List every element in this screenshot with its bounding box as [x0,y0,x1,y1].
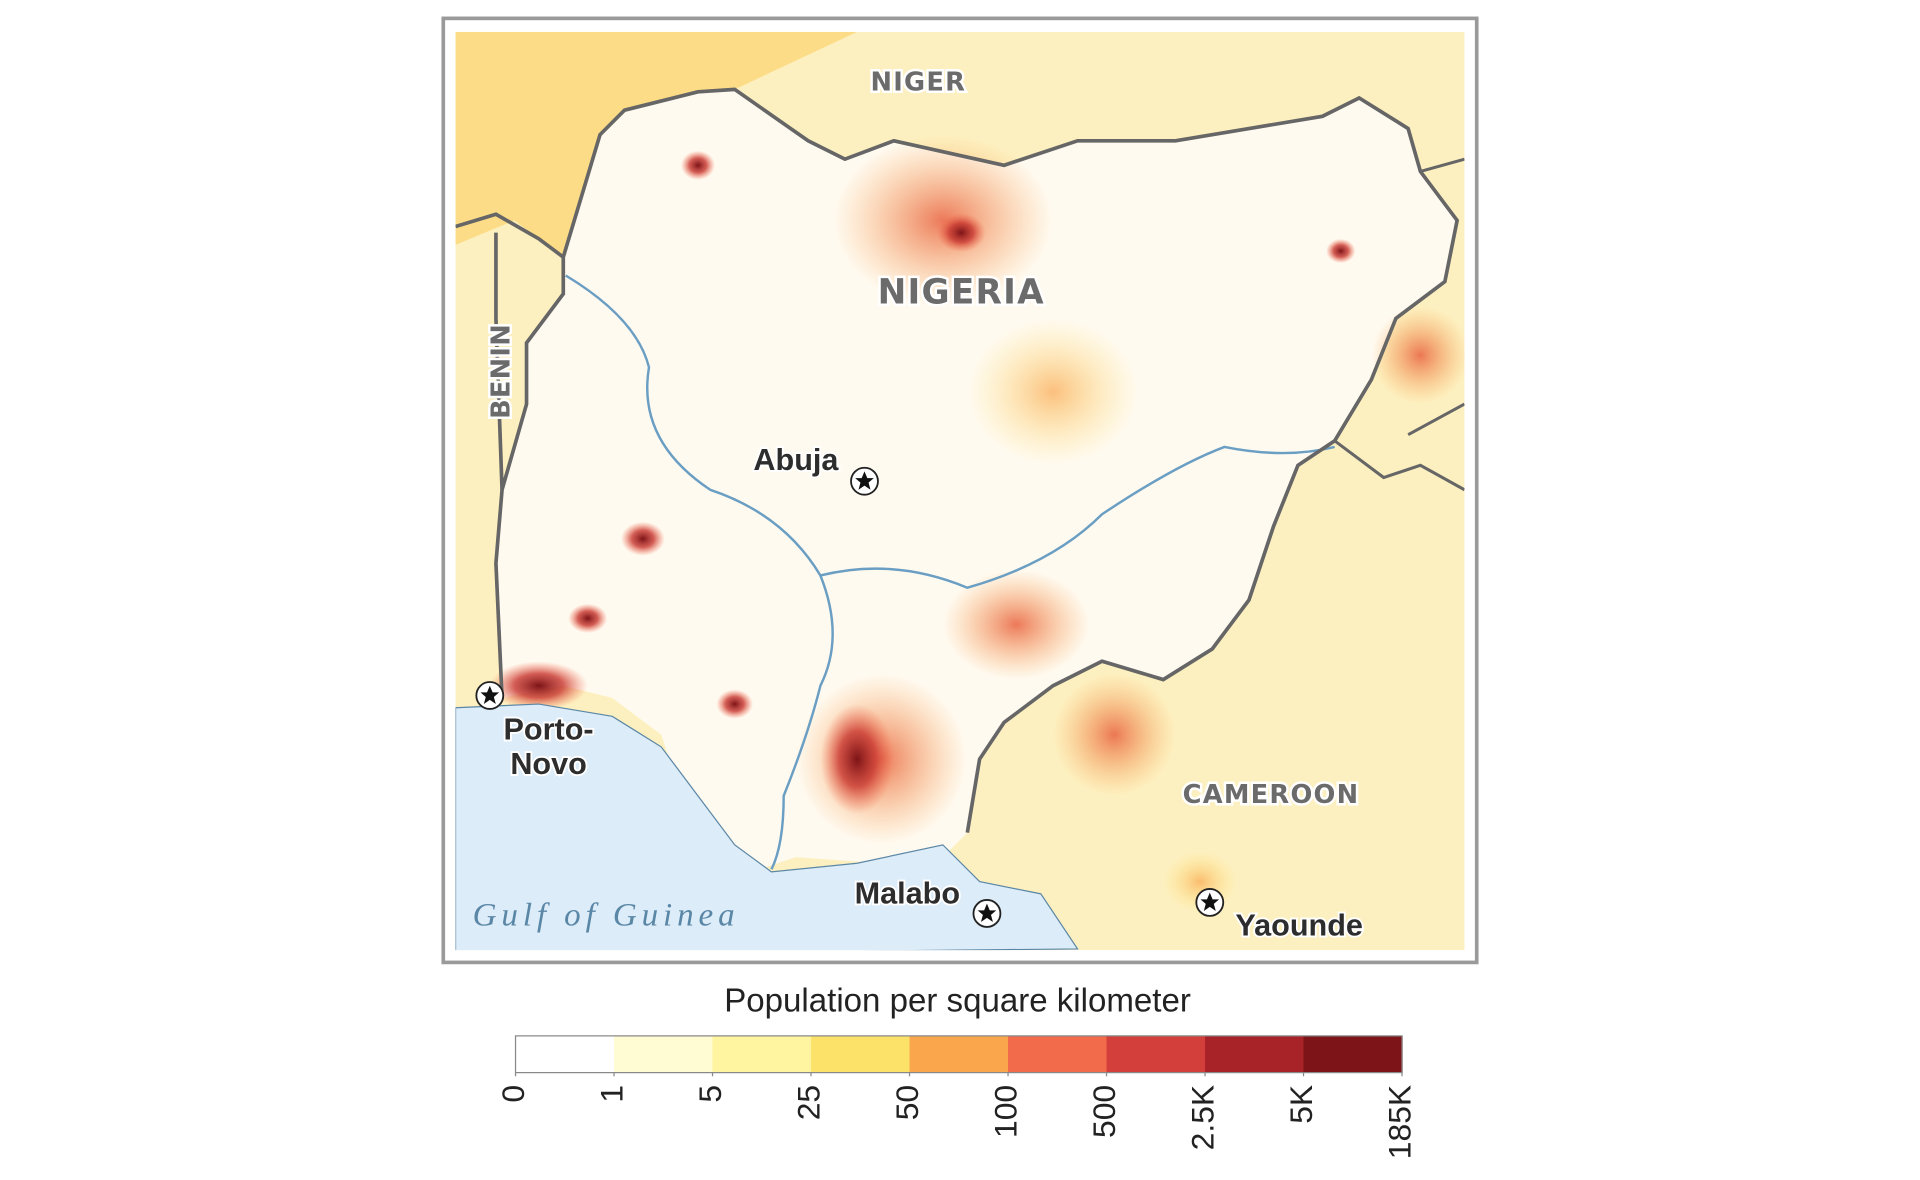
legend-swatch [811,1035,911,1073]
legend-swatch [614,1035,714,1073]
capital-star [1195,888,1225,917]
map-labels: NIGER NIGERIA BENIN CAMEROON Gulf of Gui… [473,65,1365,944]
density-mandara [1371,306,1465,405]
capital-star [850,466,879,496]
legend-tick-label: 0 [495,1085,531,1103]
city-label: Malabo [855,877,960,911]
city-kano [936,213,986,253]
region-label: BENIN [486,323,516,419]
benin-border [455,212,565,490]
legend-swatch [909,1035,1009,1073]
niger-density [455,31,858,258]
legend-tick-label: 100 [987,1085,1023,1138]
legend-tick-label: 500 [1086,1085,1122,1138]
density-benue [942,569,1090,680]
legend-swatch [1008,1035,1108,1073]
region-label: NIGERIA [878,273,1045,313]
niger-river [565,274,834,870]
city-sokoto [680,150,716,180]
legend-title: Population per square kilometer [724,982,1191,1019]
nigeria-land [495,89,1458,870]
city-onitsha [820,704,894,815]
legend-tick-label: 185K [1381,1085,1417,1159]
legend: 0 1 5 25 50 100 500 2.5K 5K 185K [495,1035,1417,1159]
capital-star [972,899,1002,928]
legend-border [514,1035,1403,1074]
map-body [455,31,1465,951]
city-maiduguri [1326,238,1356,264]
benue-river [820,445,1335,590]
density-plateau [967,318,1139,466]
city-ibadan [620,521,665,556]
legend-swatch [1205,1035,1305,1073]
legend-tick-label: 5 [692,1085,728,1103]
cameroon-border [1333,157,1465,492]
capital-star [475,681,505,710]
legend-swatch [712,1035,812,1073]
city-benin [716,689,754,719]
city-label: Abuja [753,443,839,477]
sea [455,703,1079,951]
region-label: CAMEROON [1183,780,1360,810]
city-lagos [489,661,588,711]
city-label: Novo [510,747,587,781]
city-abeokuta [568,603,608,634]
capital-markers [475,466,1225,928]
region-label: NIGER [871,68,967,98]
legend-tick-label: 1 [593,1085,629,1103]
city-label: Yaounde [1235,908,1363,942]
legend-swatch [1303,1035,1403,1073]
water-label: Gulf of Guinea [473,898,740,934]
legend-tick-label: 2.5K [1184,1085,1220,1150]
legend-tick-label: 50 [889,1085,925,1120]
legend-tick-label: 5K [1283,1085,1319,1124]
legend-tick-label: 25 [790,1085,826,1120]
city-label: Porto- [504,713,594,747]
legend-swatch [515,1035,615,1073]
legend-swatch [1106,1035,1206,1073]
density-bamenda [1053,673,1176,796]
